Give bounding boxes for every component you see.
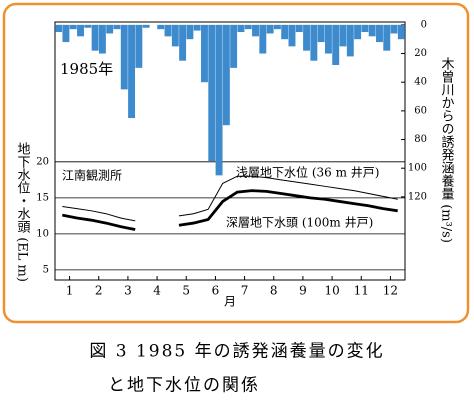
x-tick-label: 4 (153, 284, 161, 298)
x-tick-label: 11 (354, 284, 369, 298)
y2-axis-label: 木曽川からの誘発涵養量 (m³/s) (439, 57, 455, 243)
x-tick-label: 6 (212, 284, 220, 298)
y-axis-label: 地下水位・水頭 (EL m) (15, 142, 31, 282)
y2-tick-label: 100 (408, 163, 427, 174)
bar (273, 24, 281, 30)
y-tick-label: 10 (36, 228, 49, 239)
bar (128, 24, 136, 119)
y2-tick-label: 120 (408, 191, 427, 202)
bar (157, 24, 165, 30)
y2-tick-label: 80 (414, 134, 427, 145)
bar (259, 24, 267, 54)
bar (324, 24, 332, 54)
y2-tick-label: 40 (414, 77, 427, 88)
bar (317, 24, 325, 43)
bar (295, 24, 303, 33)
bar (164, 24, 172, 37)
x-tick-label: 1 (66, 284, 74, 298)
bar (332, 24, 340, 65)
bar (339, 24, 347, 47)
bar (368, 24, 376, 37)
frame (2, 2, 470, 324)
bar (98, 24, 106, 54)
panel-label: 1985年 (60, 60, 113, 78)
bar (215, 24, 223, 176)
line (62, 175, 398, 222)
x-tick-label: 9 (299, 284, 307, 298)
plot-frame (54, 21, 406, 281)
bar (376, 24, 383, 43)
station-label: 江南観測所 (62, 168, 122, 183)
bar (244, 24, 252, 30)
bar (171, 24, 179, 47)
y-tick-label: 20 (36, 156, 49, 167)
bar (354, 24, 362, 40)
bar (193, 24, 201, 31)
bar (62, 24, 70, 43)
x-tick-label: 3 (124, 284, 132, 298)
line (62, 189, 398, 231)
bar (361, 24, 369, 33)
bar (230, 24, 238, 68)
bar (135, 24, 143, 68)
bar (69, 24, 77, 30)
bar (266, 24, 274, 34)
bar (390, 24, 398, 34)
bar (222, 24, 230, 126)
x-tick-label: 10 (324, 284, 339, 298)
bar (201, 24, 208, 83)
bar (91, 24, 99, 51)
bar (113, 24, 121, 30)
bar (208, 24, 216, 162)
caption: 図 3 1985 年の誘発涵養量の変化 (89, 342, 384, 362)
x-axis-label: 月 (224, 295, 236, 309)
bar (106, 24, 114, 34)
bar (281, 24, 289, 40)
bar (288, 24, 296, 47)
bar (237, 24, 245, 33)
x-tick-label: 7 (241, 284, 249, 298)
series-label: 浅層地下水位 (36 m 井戸) (236, 165, 379, 180)
y2-tick-label: 60 (414, 105, 427, 116)
bar (346, 24, 354, 57)
y-tick-label: 5 (43, 264, 49, 275)
bar (397, 24, 405, 40)
x-tick-label: 2 (95, 284, 103, 298)
x-tick-label: 8 (270, 284, 278, 298)
bar (179, 24, 187, 61)
bar (252, 24, 259, 37)
bar (77, 24, 84, 37)
caption: と地下水位の関係 (108, 376, 260, 396)
series-label: 深層地下水頭 (100m 井戸) (226, 216, 373, 230)
y-tick-label: 15 (36, 192, 49, 203)
bar (186, 24, 194, 40)
bar (120, 24, 128, 90)
y2-tick-label: 20 (414, 48, 427, 59)
bar (55, 24, 63, 33)
bar (84, 24, 92, 28)
bar (303, 24, 311, 51)
x-tick-label: 12 (383, 284, 398, 298)
bar (142, 24, 150, 28)
x-tick-label: 5 (182, 284, 190, 298)
bar (310, 24, 318, 61)
bar (383, 24, 391, 51)
y2-tick-label: 0 (421, 19, 427, 30)
